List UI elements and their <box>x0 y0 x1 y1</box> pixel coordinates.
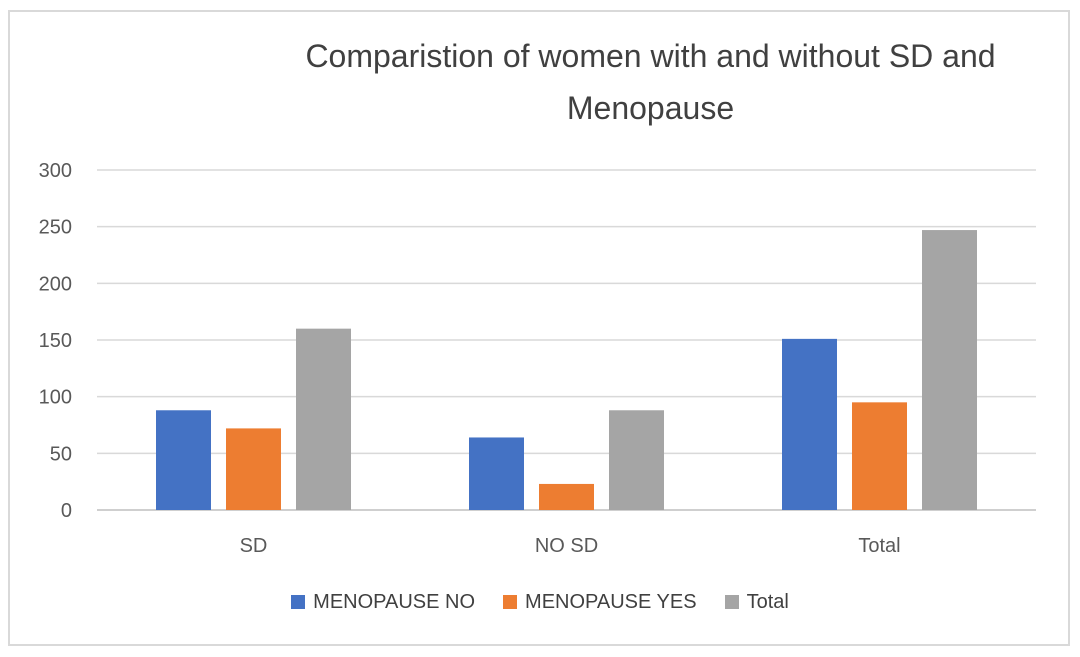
legend-swatch <box>724 595 739 609</box>
bar-total-sd <box>296 328 351 510</box>
bar-menopause-yes-total <box>852 402 907 510</box>
bar-menopause-no-no-sd <box>469 437 524 510</box>
bar-menopause-yes-no-sd <box>539 483 594 510</box>
legend-label: MENOPAUSE YES <box>525 590 697 613</box>
y-tick-label: 150 <box>39 330 72 352</box>
bar-menopause-no-sd <box>156 410 211 510</box>
legend-swatch <box>503 595 518 609</box>
bar-menopause-yes-sd <box>226 428 281 510</box>
chart-title: Comparistion of women with and without S… <box>305 38 996 126</box>
y-tick-label: 250 <box>39 217 72 239</box>
legend-swatch <box>291 595 306 609</box>
y-tick-label: 200 <box>39 273 72 295</box>
legend-label: MENOPAUSE NO <box>313 590 476 613</box>
x-tick-label: SD <box>240 535 268 557</box>
legend-item: MENOPAUSE YES <box>503 591 697 614</box>
y-tick-label: 0 <box>61 500 72 522</box>
legend-label: Total <box>746 590 789 613</box>
bar-total-no-sd <box>609 410 664 510</box>
chart-frame <box>8 10 1070 646</box>
y-tick-label: 50 <box>50 443 72 465</box>
x-tick-label: NO SD <box>535 535 598 557</box>
bar-total-total <box>922 230 977 511</box>
chart-legend: MENOPAUSE NO MENOPAUSE YES Total <box>0 588 1080 616</box>
legend-item: MENOPAUSE NO <box>291 591 475 614</box>
bar-menopause-no-total <box>782 338 837 510</box>
legend-item: Total <box>724 590 789 614</box>
y-tick-label: 300 <box>39 160 72 182</box>
y-tick-label: 100 <box>39 387 72 409</box>
x-tick-label: Total <box>858 535 900 557</box>
